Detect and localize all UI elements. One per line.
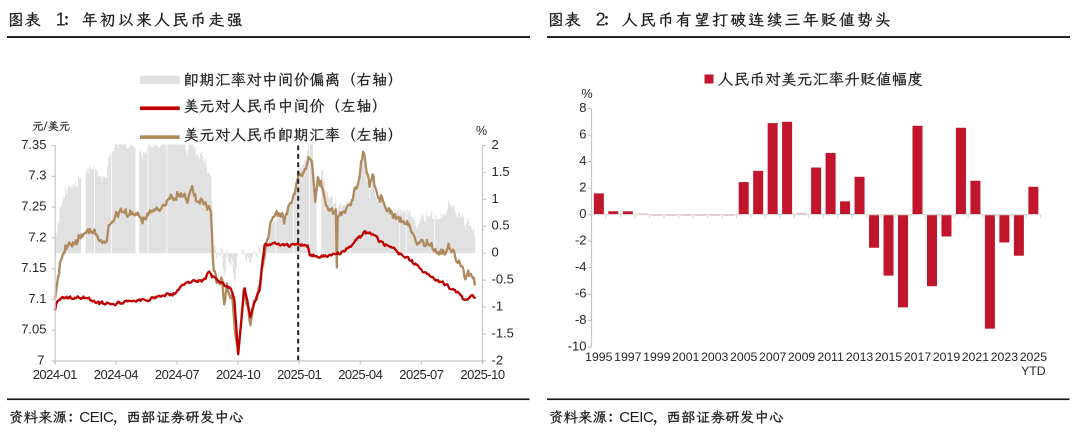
svg-text:2017: 2017 [904,350,932,364]
svg-text:2025-04: 2025-04 [338,367,382,382]
svg-text:2001: 2001 [672,350,700,364]
svg-text:2023: 2023 [991,350,1019,364]
svg-text:YTD: YTD [1021,364,1046,378]
svg-text:2013: 2013 [846,350,874,364]
svg-text:2025-10: 2025-10 [460,367,504,382]
svg-text:1995: 1995 [585,350,613,364]
svg-text:-2: -2 [575,233,587,248]
svg-text:-2: -2 [492,352,504,367]
svg-text:0: 0 [492,245,499,260]
svg-text:7.3: 7.3 [28,168,46,183]
svg-text:7.15: 7.15 [21,260,46,275]
svg-text:2024-01: 2024-01 [33,367,77,382]
svg-text:2024-04: 2024-04 [94,367,138,382]
svg-text:CEIC: CEIC [79,409,114,426]
svg-text:%: % [581,87,592,101]
svg-text:0: 0 [579,206,586,221]
svg-text:7.05: 7.05 [21,322,46,337]
svg-text:CEIC: CEIC [619,409,654,426]
svg-text:-6: -6 [575,286,587,301]
svg-text:2: 2 [492,137,499,152]
svg-text:2015: 2015 [875,350,903,364]
svg-text:4: 4 [579,153,586,168]
svg-text:2024-07: 2024-07 [155,367,199,382]
svg-text:1999: 1999 [643,350,671,364]
svg-text:2011: 2011 [817,350,844,364]
svg-text:8: 8 [579,100,586,115]
svg-text:2021: 2021 [962,350,990,364]
svg-text:7.2: 7.2 [28,229,46,244]
svg-text:-10: -10 [568,339,587,354]
svg-text:2024-10: 2024-10 [216,367,260,382]
svg-text:6: 6 [579,126,586,141]
svg-text:7.25: 7.25 [21,199,46,214]
svg-text:2005: 2005 [730,350,758,364]
svg-text:7: 7 [37,352,44,367]
svg-text:%: % [476,124,487,138]
svg-text:0.5: 0.5 [492,218,510,233]
svg-text:-1: -1 [492,299,504,314]
svg-text:1997: 1997 [614,350,642,364]
svg-text:-0.5: -0.5 [492,272,514,287]
svg-text:7.35: 7.35 [21,137,46,152]
svg-text:2007: 2007 [759,350,787,364]
svg-text:2025: 2025 [1020,350,1048,364]
svg-text:2025-07: 2025-07 [399,367,443,382]
svg-text:1: 1 [492,191,499,206]
svg-text:2: 2 [579,180,586,195]
svg-text:2025-01: 2025-01 [277,367,321,382]
svg-text:-1.5: -1.5 [492,326,514,341]
svg-text:2019: 2019 [933,350,961,364]
svg-text:2: 2 [596,9,606,29]
svg-text:7.1: 7.1 [28,291,46,306]
svg-text:1.5: 1.5 [492,164,510,179]
svg-text:-4: -4 [575,259,587,274]
svg-text:-8: -8 [575,312,587,327]
svg-text:2009: 2009 [788,350,816,364]
svg-text:1: 1 [56,9,66,29]
svg-text:2003: 2003 [701,350,729,364]
